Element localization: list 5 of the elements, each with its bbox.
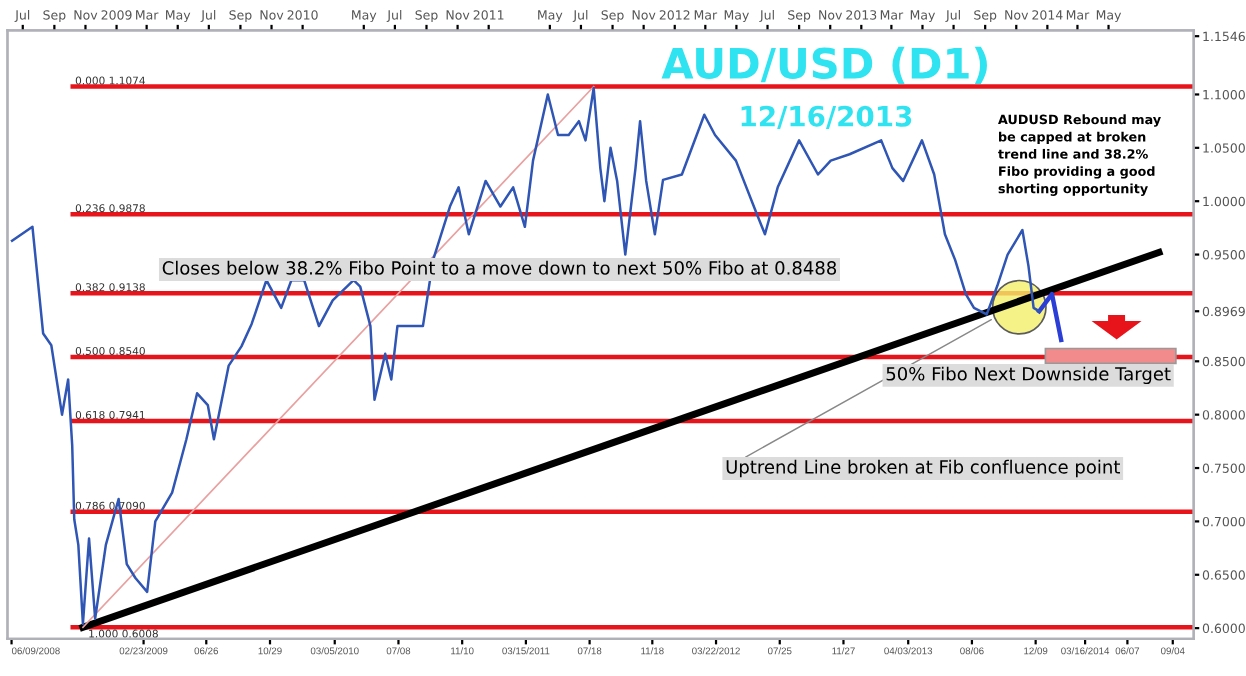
chart-title: AUD/USD (D1) [661, 46, 987, 84]
annotation: 50% Fibo Next Downside Target [886, 366, 1171, 385]
text: 12/16/2013 [741, 105, 912, 129]
annotation: Closes below 38.2% Fibo Point to a move down to next 50% Fibo at 0.8488 [162, 260, 837, 275]
annotation: Uptrend Line broken at Fib confluence point [726, 459, 1120, 478]
